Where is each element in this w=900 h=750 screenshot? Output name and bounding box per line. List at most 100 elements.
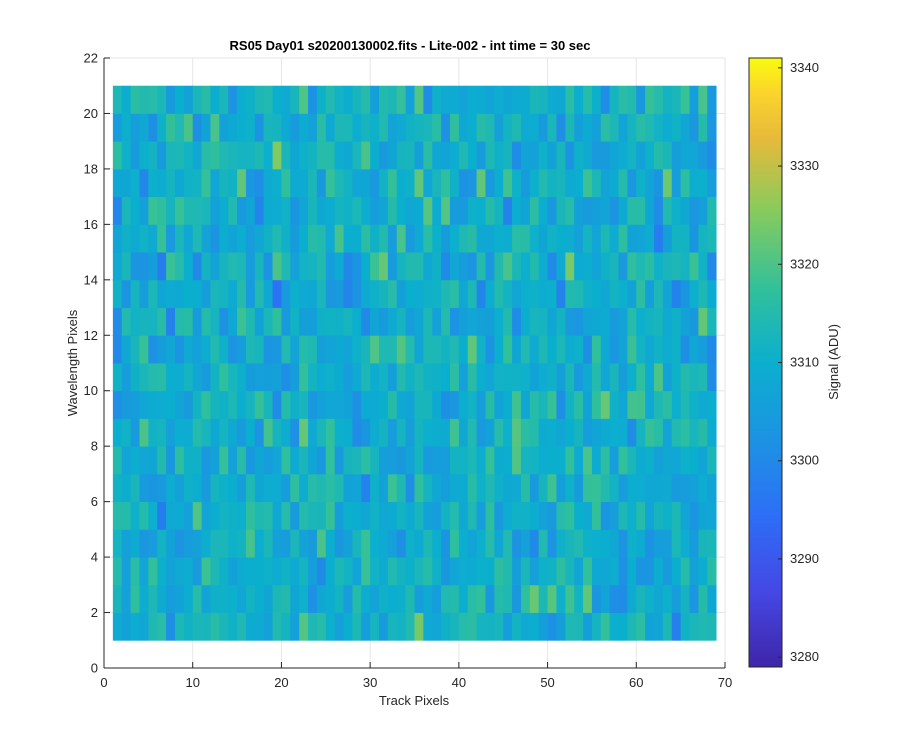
heatmap-cell [130,363,140,392]
heatmap-cell [379,363,389,392]
heatmap-cell [574,501,584,530]
heatmap-cell [503,612,513,641]
heatmap-cell [148,473,158,503]
heatmap-cell [574,418,584,447]
heatmap-cell [627,501,637,530]
heatmap-cell [547,224,557,253]
heatmap-cell [654,363,664,392]
heatmap-cell [618,529,628,558]
heatmap-cell [299,252,309,281]
heatmap-cell [609,224,619,253]
heatmap-cell [334,390,344,419]
heatmap-cell [636,196,646,225]
heatmap-cell [245,168,256,198]
heatmap-cell [237,141,247,170]
heatmap-cell [609,390,619,419]
heatmap-cell [707,113,717,142]
heatmap-cell [618,224,628,253]
heatmap-cell [707,168,717,198]
heatmap-cell [370,335,380,364]
heatmap-cell [556,141,566,170]
heatmap-cell [201,473,211,503]
heatmap-cell [609,279,619,308]
heatmap-cell [299,85,309,114]
heatmap-cell [520,141,531,170]
heatmap-cell [591,279,602,308]
heatmap-cell [201,418,211,447]
heatmap-cell [494,252,504,281]
heatmap-cell [414,446,424,475]
heatmap-cell [254,501,265,530]
heatmap-cell [343,390,353,419]
heatmap-cell [618,501,628,530]
heatmap-cell [547,446,557,475]
heatmap-cell [449,279,460,308]
heatmap-cell [556,390,566,419]
heatmap-cell [689,335,699,364]
heatmap-cell [396,113,407,142]
heatmap-cell [618,168,628,198]
heatmap-cell [583,529,593,558]
heatmap-cell [139,335,149,364]
heatmap-cell [529,224,540,253]
heatmap-cell [689,168,699,198]
heatmap-cell [680,612,690,641]
x-tick-label: 20 [274,675,288,690]
heatmap-cell [414,612,424,641]
heatmap-cell [245,252,256,281]
heatmap-cell [698,113,708,142]
heatmap-cell [361,529,371,558]
heatmap-cell [166,501,176,530]
heatmap-cell [139,279,149,308]
heatmap-cell [414,557,424,586]
heatmap-cell [245,363,256,392]
heatmap-cell [636,418,646,447]
heatmap-cell [148,85,158,114]
heatmap-cell [325,252,336,281]
heatmap-cell [698,307,708,336]
heatmap-cell [254,335,265,364]
heatmap-cell [396,418,407,447]
heatmap-cell [379,307,389,336]
heatmap-cell [299,418,309,447]
heatmap-cell [219,473,229,503]
heatmap-cell [574,141,584,170]
heatmap-cell [680,335,690,364]
heatmap-cell [228,113,238,142]
heatmap-cell [547,307,557,336]
heatmap-cell [343,473,353,503]
heatmap-cell [174,252,185,281]
heatmap-cell [325,557,336,586]
heatmap-cell [112,529,123,558]
heatmap-cell [272,279,282,308]
heatmap-cell [281,529,291,558]
heatmap-cell [591,224,602,253]
heatmap-cell [565,557,575,586]
heatmap-cell [645,168,655,198]
heatmap-cell [157,446,167,475]
heatmap-cell [245,446,256,475]
heatmap-cell [458,363,469,392]
heatmap-cell [334,363,344,392]
heatmap-cell [636,141,646,170]
heatmap-cell [503,252,513,281]
heatmap-cell [361,418,371,447]
heatmap-cell [423,279,433,308]
heatmap-cell [254,279,265,308]
heatmap-cell [334,113,344,142]
heatmap-cell [689,307,699,336]
heatmap-cell [183,141,194,170]
heatmap-cell [352,612,362,641]
heatmap-cell [157,141,167,170]
heatmap-cell [547,196,557,225]
heatmap-cell [476,612,486,641]
heatmap-cell [565,584,575,613]
heatmap-cell [210,113,220,142]
heatmap-cell [219,224,229,253]
heatmap-cell [520,252,531,281]
heatmap-cell [387,279,398,308]
heatmap-cell [512,418,522,447]
heatmap-cell [671,363,682,392]
heatmap-cell [636,168,646,198]
heatmap-cell [245,224,256,253]
